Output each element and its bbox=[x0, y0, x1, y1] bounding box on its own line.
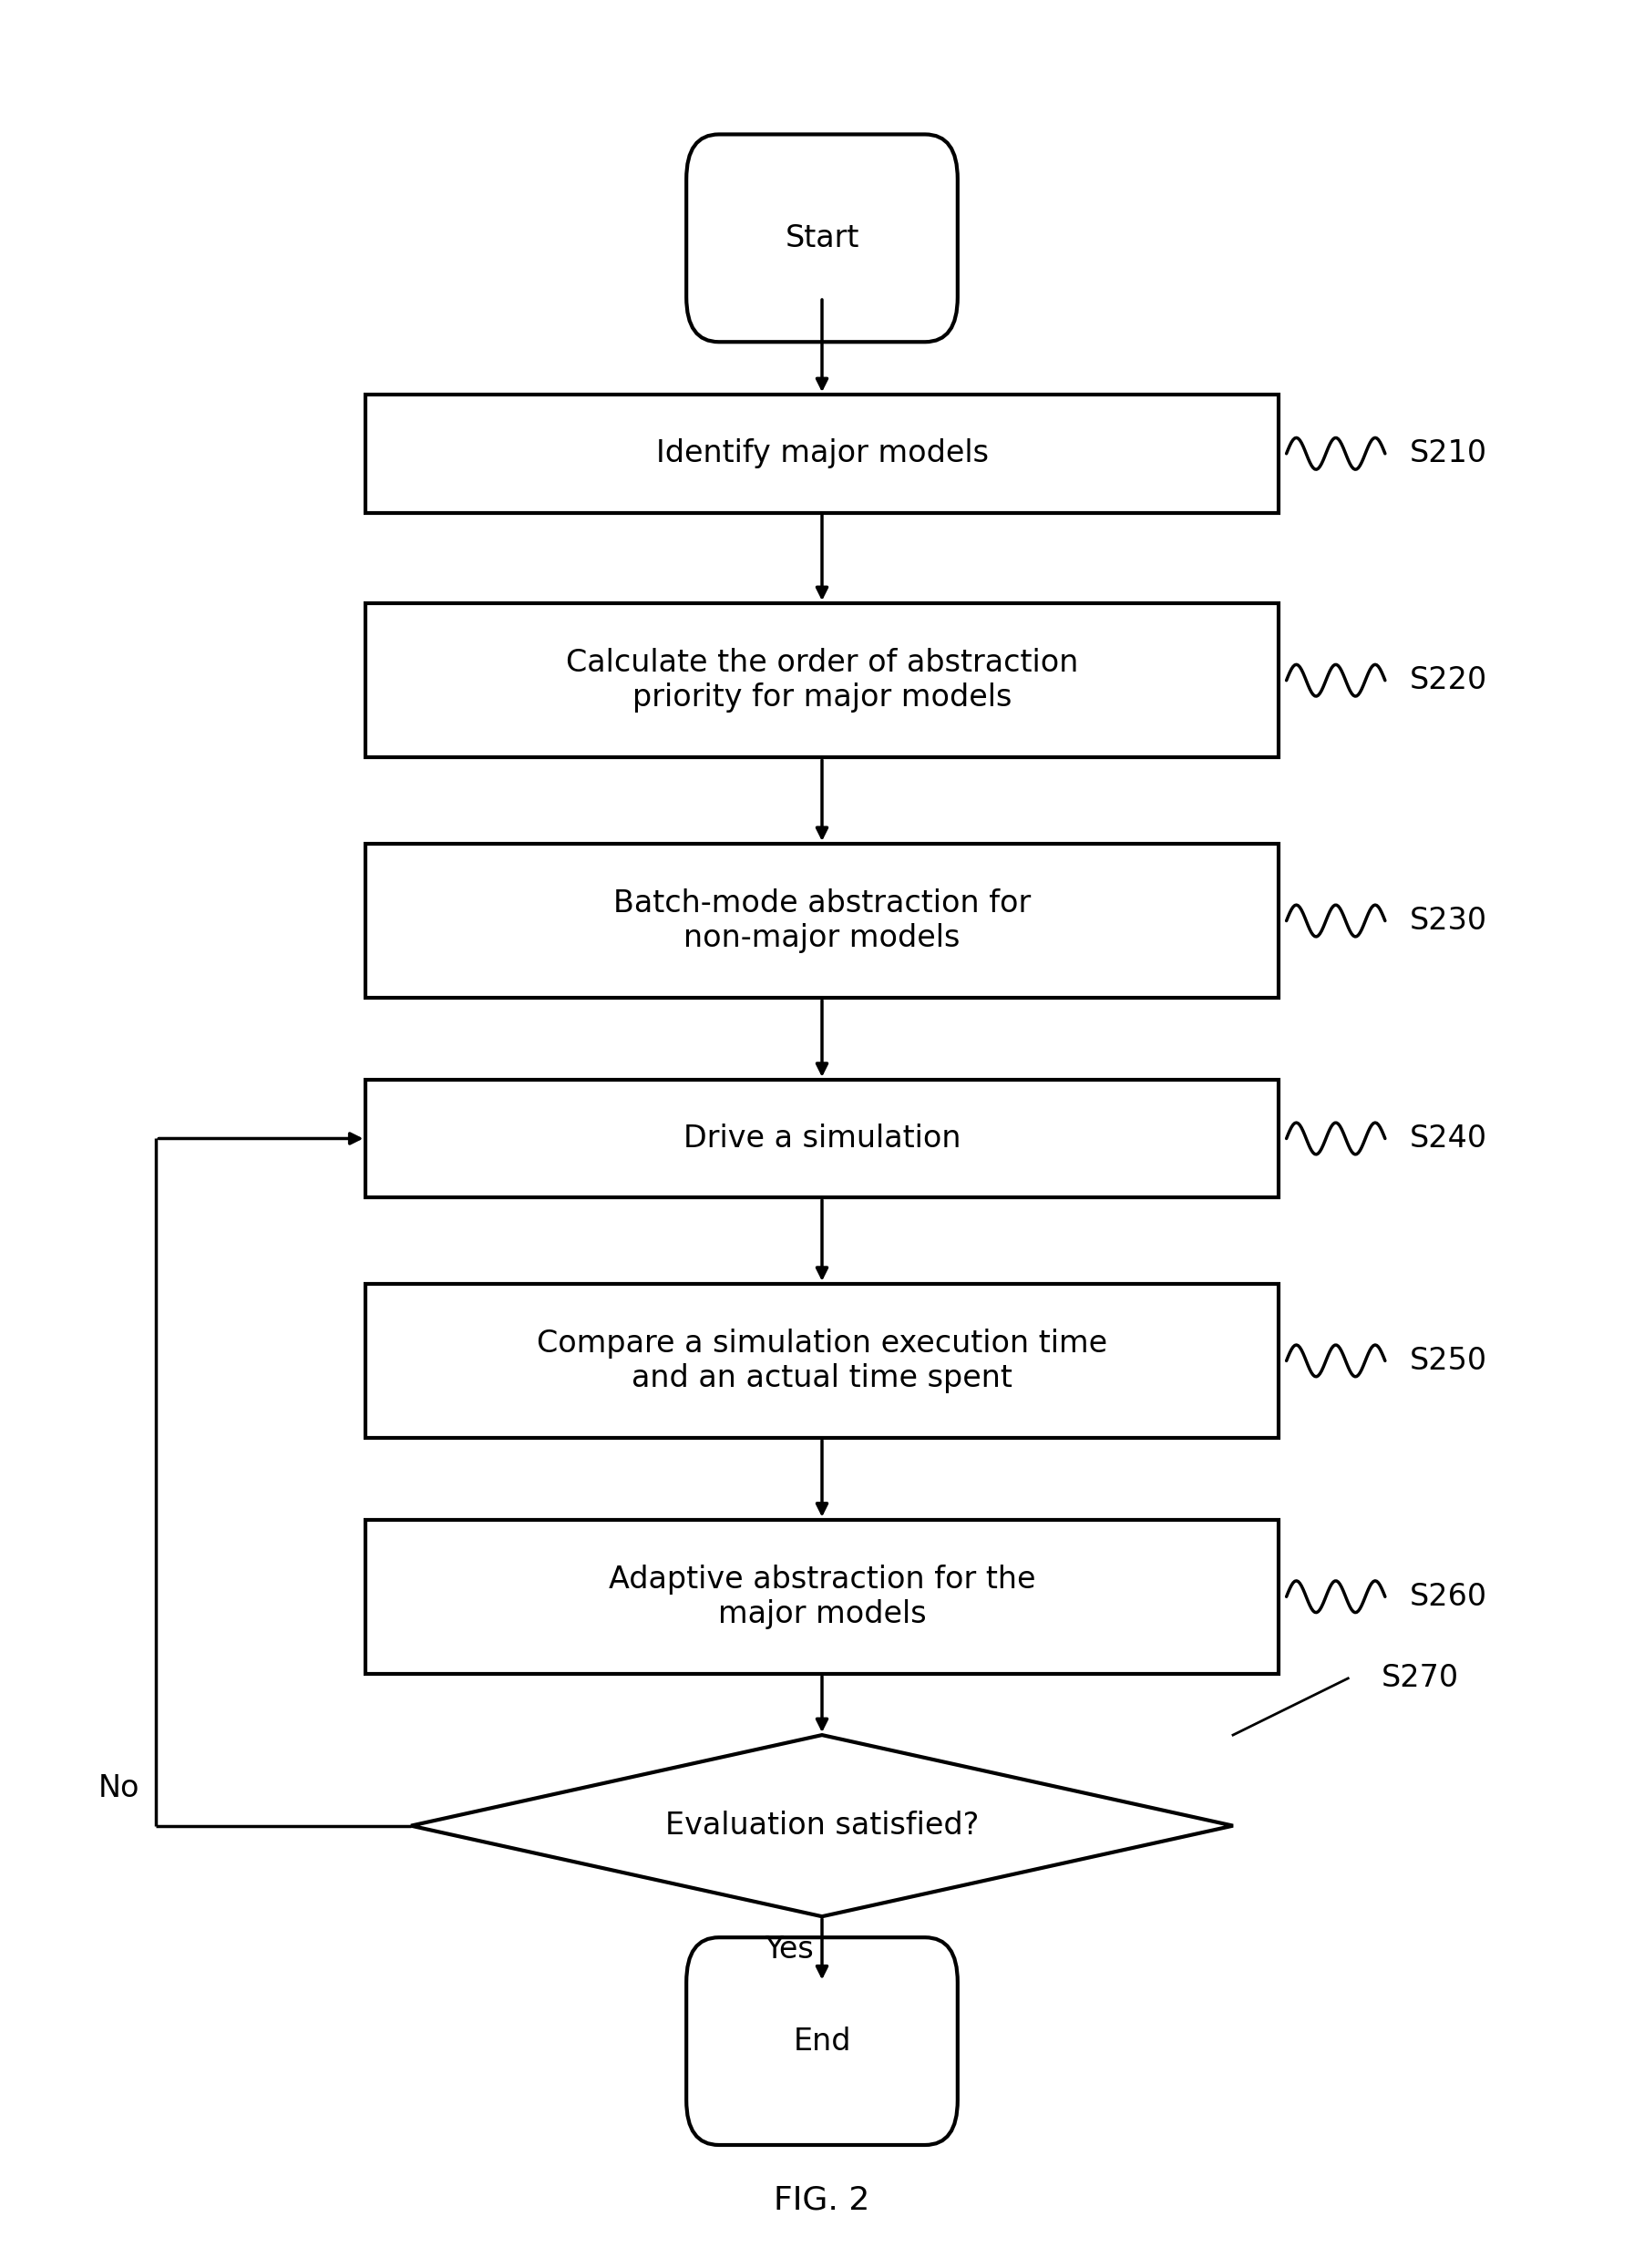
Text: S210: S210 bbox=[1411, 438, 1488, 469]
Text: Adaptive abstraction for the
major models: Adaptive abstraction for the major model… bbox=[608, 1565, 1036, 1628]
Bar bbox=[365, 1284, 1279, 1438]
FancyBboxPatch shape bbox=[687, 134, 957, 342]
Text: S230: S230 bbox=[1411, 905, 1488, 937]
Bar bbox=[365, 1080, 1279, 1198]
Text: Compare a simulation execution time
and an actual time spent: Compare a simulation execution time and … bbox=[536, 1329, 1108, 1393]
Text: Identify major models: Identify major models bbox=[656, 438, 988, 469]
Text: End: End bbox=[792, 2025, 852, 2057]
Bar bbox=[365, 1520, 1279, 1674]
Bar bbox=[365, 603, 1279, 758]
Text: Yes: Yes bbox=[764, 1935, 814, 1964]
Text: S240: S240 bbox=[1411, 1123, 1488, 1154]
Text: Batch-mode abstraction for
non-major models: Batch-mode abstraction for non-major mod… bbox=[613, 889, 1031, 953]
Bar bbox=[365, 844, 1279, 998]
Text: Start: Start bbox=[784, 222, 860, 254]
Text: FIG. 2: FIG. 2 bbox=[774, 2184, 870, 2216]
Bar bbox=[365, 395, 1279, 513]
Text: No: No bbox=[99, 1774, 140, 1803]
Text: S220: S220 bbox=[1411, 665, 1488, 696]
Text: Calculate the order of abstraction
priority for major models: Calculate the order of abstraction prior… bbox=[566, 649, 1078, 712]
Text: S260: S260 bbox=[1411, 1581, 1488, 1613]
Polygon shape bbox=[411, 1735, 1233, 1916]
Text: Drive a simulation: Drive a simulation bbox=[684, 1123, 960, 1154]
FancyBboxPatch shape bbox=[687, 1937, 957, 2146]
Text: Evaluation satisfied?: Evaluation satisfied? bbox=[666, 1810, 978, 1842]
Text: S270: S270 bbox=[1381, 1662, 1458, 1694]
Text: S250: S250 bbox=[1411, 1345, 1488, 1377]
